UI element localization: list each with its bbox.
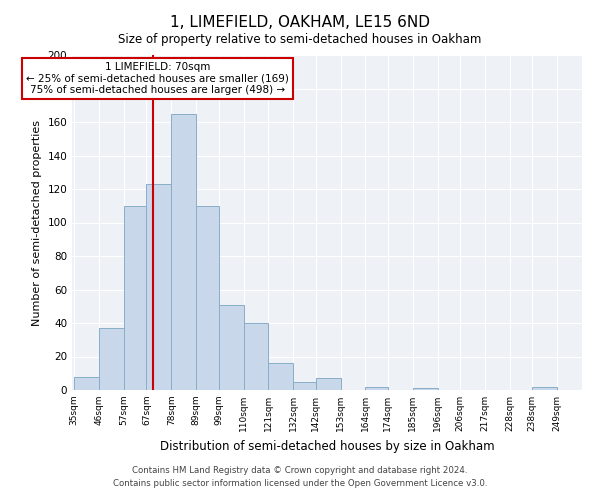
Bar [196,206,218,390]
Bar [532,386,557,390]
Bar [268,363,293,390]
Bar [316,378,341,390]
Y-axis label: Number of semi-detached properties: Number of semi-detached properties [32,120,42,326]
Text: 1 LIMEFIELD: 70sqm
← 25% of semi-detached houses are smaller (169)
75% of semi-d: 1 LIMEFIELD: 70sqm ← 25% of semi-detache… [26,62,289,95]
Bar [218,304,244,390]
Bar [99,328,124,390]
Bar [293,382,316,390]
Bar [74,376,99,390]
Bar [244,323,268,390]
Text: Size of property relative to semi-detached houses in Oakham: Size of property relative to semi-detach… [118,32,482,46]
Bar [146,184,171,390]
X-axis label: Distribution of semi-detached houses by size in Oakham: Distribution of semi-detached houses by … [160,440,494,452]
Bar [171,114,196,390]
Bar [365,386,388,390]
Bar [413,388,437,390]
Text: Contains HM Land Registry data © Crown copyright and database right 2024.
Contai: Contains HM Land Registry data © Crown c… [113,466,487,487]
Bar [124,206,146,390]
Text: 1, LIMEFIELD, OAKHAM, LE15 6ND: 1, LIMEFIELD, OAKHAM, LE15 6ND [170,15,430,30]
